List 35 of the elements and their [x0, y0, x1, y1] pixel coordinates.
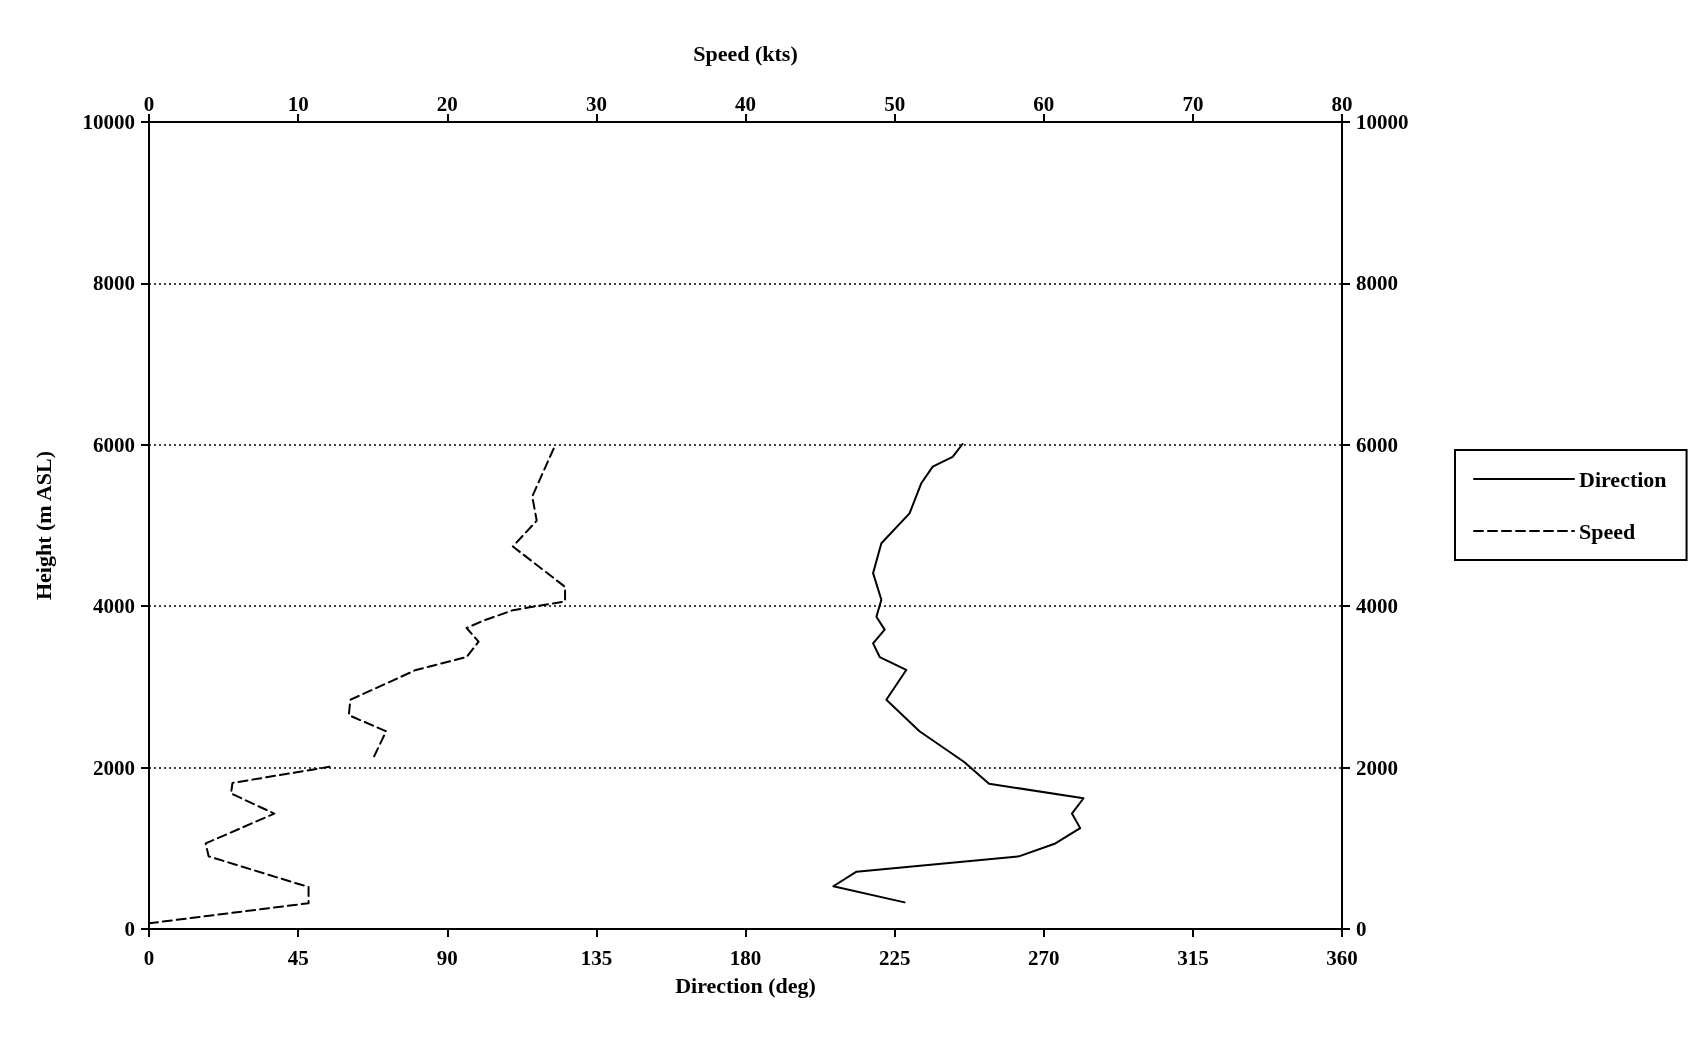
- y2-tick-label: 0: [1356, 917, 1367, 941]
- x2-tick-label: 40: [735, 91, 756, 116]
- y-tick-label: 8000: [93, 271, 135, 296]
- y-tick-label: 6000: [93, 432, 135, 457]
- x-tick-label: 360: [1326, 945, 1358, 970]
- x-tick-label: 0: [143, 945, 155, 970]
- x2-tick-label: 0: [143, 91, 155, 116]
- x-tick-label: 90: [436, 945, 458, 970]
- y-tick-label: 2000: [93, 755, 135, 780]
- x-axis-title: Direction (deg): [675, 972, 816, 998]
- y-tick-label: 0: [124, 917, 135, 941]
- x2-tick-label: 70: [1182, 91, 1204, 116]
- x2-axis-title: Speed (kts): [693, 40, 798, 66]
- legend-label: Speed: [1579, 518, 1636, 544]
- y2-tick-label: 2000: [1356, 755, 1398, 780]
- x2-tick-label: 80: [1331, 91, 1353, 116]
- x-tick-label: 270: [1028, 945, 1060, 970]
- x2-tick-label: 50: [884, 91, 906, 116]
- y2-tick-label: 4000: [1356, 594, 1398, 619]
- y2-tick-label: 6000: [1356, 432, 1398, 457]
- y-axis-title: Height (m ASL): [30, 450, 56, 601]
- x2-tick-label: 60: [1033, 91, 1055, 116]
- x-tick-label: 225: [878, 945, 911, 970]
- x-tick-label: 180: [729, 945, 762, 970]
- x2-tick-label: 30: [585, 91, 607, 116]
- x2-tick-label: 10: [287, 91, 309, 116]
- x-tick-label: 45: [287, 945, 309, 970]
- y-tick-label: 10000: [82, 110, 135, 134]
- y2-tick-label: 10000: [1356, 110, 1409, 134]
- y-tick-label: 4000: [93, 594, 135, 619]
- x2-tick-label: 20: [436, 91, 458, 116]
- legend-label: Direction: [1579, 466, 1667, 492]
- y2-tick-label: 8000: [1356, 271, 1398, 296]
- x-tick-label: 315: [1177, 945, 1209, 970]
- x-tick-label: 135: [580, 945, 613, 970]
